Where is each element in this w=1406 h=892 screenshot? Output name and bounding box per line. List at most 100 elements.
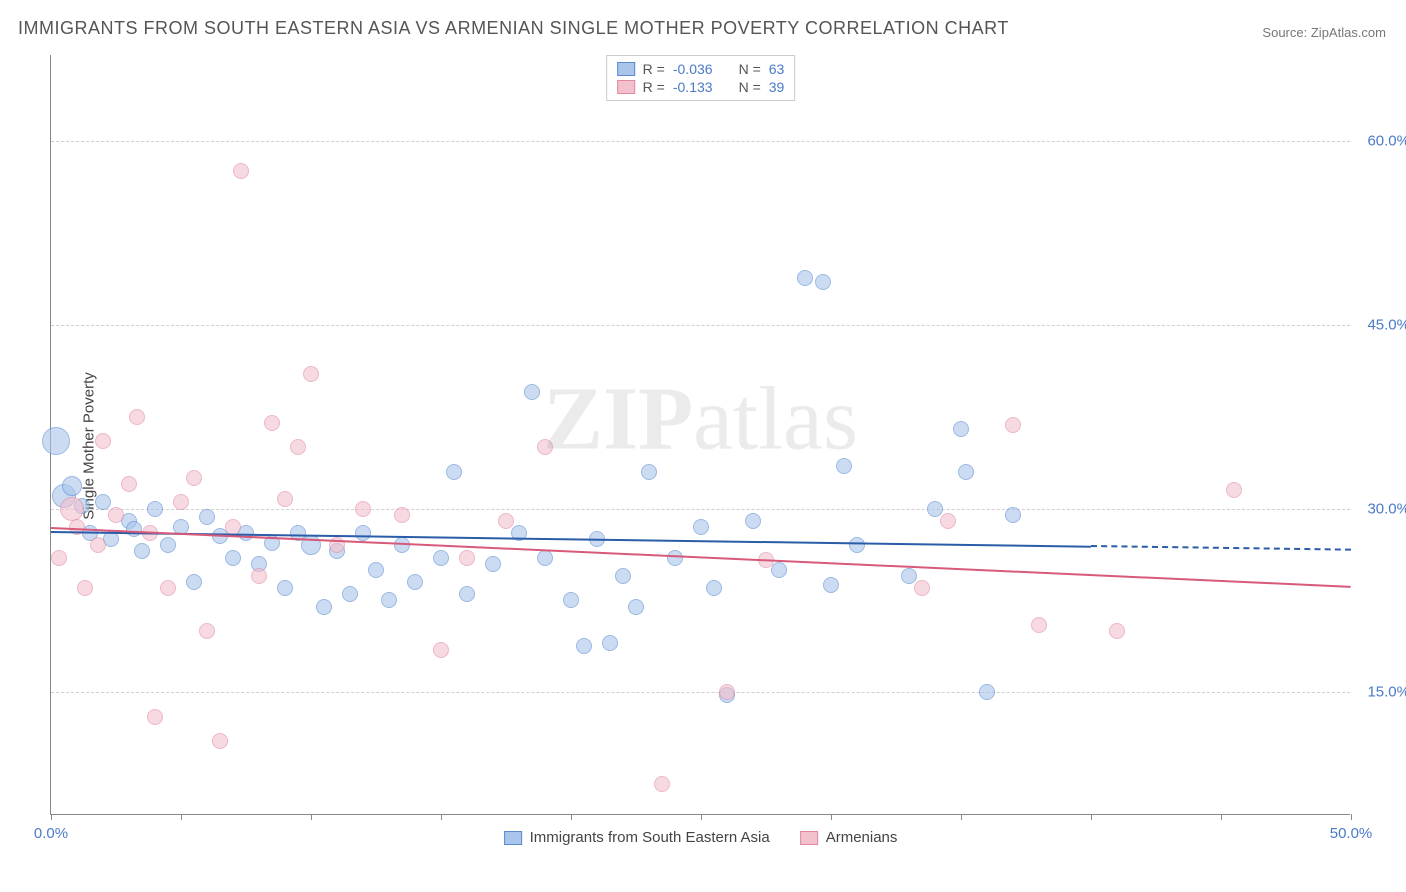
data-point	[914, 580, 930, 596]
x-tick	[831, 814, 832, 820]
r-value: -0.036	[673, 61, 713, 77]
x-tick	[1221, 814, 1222, 820]
data-point	[108, 507, 124, 523]
data-point	[62, 476, 82, 496]
data-point	[771, 562, 787, 578]
series-legend-label: Immigrants from South Eastern Asia	[530, 829, 770, 846]
chart-title: IMMIGRANTS FROM SOUTH EASTERN ASIA VS AR…	[18, 18, 1009, 39]
y-tick-label: 60.0%	[1367, 132, 1406, 149]
data-point	[368, 562, 384, 578]
data-point	[303, 366, 319, 382]
data-point	[459, 586, 475, 602]
data-point	[927, 501, 943, 517]
x-tick-label: 0.0%	[34, 825, 68, 842]
data-point	[1109, 623, 1125, 639]
x-tick	[961, 814, 962, 820]
data-point	[277, 580, 293, 596]
y-tick-label: 30.0%	[1367, 500, 1406, 517]
y-tick-label: 15.0%	[1367, 684, 1406, 701]
n-value: 63	[769, 61, 785, 77]
legend-swatch-pink	[800, 831, 818, 845]
data-point	[667, 550, 683, 566]
data-point	[836, 458, 852, 474]
data-point	[459, 550, 475, 566]
data-point	[225, 550, 241, 566]
source-name: ZipAtlas.com	[1311, 25, 1386, 40]
data-point	[602, 635, 618, 651]
x-tick	[1091, 814, 1092, 820]
data-point	[173, 494, 189, 510]
data-point	[498, 513, 514, 529]
data-point	[186, 470, 202, 486]
data-point	[815, 274, 831, 290]
data-point	[233, 163, 249, 179]
data-point	[160, 580, 176, 596]
data-point	[381, 592, 397, 608]
data-point	[277, 491, 293, 507]
data-point	[1005, 507, 1021, 523]
data-point	[693, 519, 709, 535]
data-point	[953, 421, 969, 437]
r-label: R =	[643, 61, 665, 77]
data-point	[394, 537, 410, 553]
data-point	[77, 580, 93, 596]
data-point	[126, 521, 142, 537]
legend-swatch-pink	[617, 80, 635, 94]
data-point	[537, 439, 553, 455]
x-tick-label: 50.0%	[1330, 825, 1373, 842]
legend-swatch-blue	[617, 62, 635, 76]
data-point	[212, 733, 228, 749]
y-tick-label: 45.0%	[1367, 316, 1406, 333]
data-point	[654, 776, 670, 792]
data-point	[979, 684, 995, 700]
gridline	[51, 141, 1350, 142]
data-point	[940, 513, 956, 529]
gridline	[51, 509, 1350, 510]
data-point	[342, 586, 358, 602]
correlation-legend: R = -0.036 N = 63 R = -0.133 N = 39	[606, 55, 796, 101]
data-point	[251, 568, 267, 584]
data-point	[628, 599, 644, 615]
data-point	[199, 509, 215, 525]
data-point	[1005, 417, 1021, 433]
r-label: R =	[643, 79, 665, 95]
data-point	[147, 501, 163, 517]
correlation-legend-row: R = -0.133 N = 39	[617, 78, 785, 96]
data-point	[537, 550, 553, 566]
correlation-legend-row: R = -0.036 N = 63	[617, 60, 785, 78]
scatter-plot-area: ZIPatlas R = -0.036 N = 63 R = -0.133 N …	[50, 55, 1350, 815]
data-point	[576, 638, 592, 654]
gridline	[51, 325, 1350, 326]
data-point	[147, 709, 163, 725]
trend-line-extrapolation	[1091, 545, 1351, 551]
data-point	[394, 507, 410, 523]
series-legend-item: Immigrants from South Eastern Asia	[504, 829, 770, 846]
data-point	[745, 513, 761, 529]
data-point	[264, 415, 280, 431]
data-point	[90, 537, 106, 553]
x-tick	[181, 814, 182, 820]
legend-swatch-blue	[504, 831, 522, 845]
data-point	[1031, 617, 1047, 633]
source-label: Source:	[1262, 25, 1307, 40]
watermark: ZIPatlas	[543, 368, 858, 471]
data-point	[433, 642, 449, 658]
series-legend: Immigrants from South Eastern Asia Armen…	[504, 829, 898, 846]
data-point	[95, 433, 111, 449]
x-tick	[571, 814, 572, 820]
trend-line	[51, 527, 1351, 588]
data-point	[199, 623, 215, 639]
data-point	[290, 439, 306, 455]
x-tick	[311, 814, 312, 820]
data-point	[719, 684, 735, 700]
data-point	[355, 501, 371, 517]
data-point	[60, 497, 84, 521]
n-label: N =	[739, 61, 761, 77]
source-attribution: Source: ZipAtlas.com	[1262, 25, 1386, 40]
data-point	[1226, 482, 1242, 498]
data-point	[316, 599, 332, 615]
data-point	[129, 409, 145, 425]
gridline	[51, 692, 1350, 693]
data-point	[958, 464, 974, 480]
data-point	[160, 537, 176, 553]
